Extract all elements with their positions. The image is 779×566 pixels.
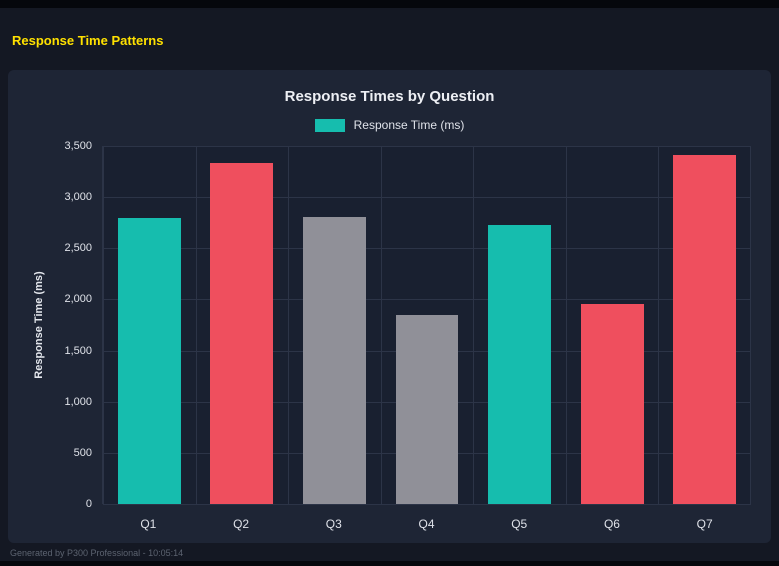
- bar-column: [196, 146, 289, 504]
- bar-q4[interactable]: [395, 314, 459, 504]
- bar-q6[interactable]: [580, 303, 644, 504]
- h-gridline: [103, 197, 751, 199]
- chart: Response Time (ms) 0 500 1,000 1,500 2,000 2,…: [28, 140, 751, 540]
- bar-column: [103, 146, 196, 504]
- v-gridline: [288, 146, 290, 504]
- bar-q7[interactable]: [673, 155, 737, 504]
- bar-q1[interactable]: [117, 217, 181, 504]
- x-tick-label: Q1: [140, 517, 157, 531]
- bar-column: [381, 146, 474, 504]
- x-tick-label: Q3: [325, 517, 342, 531]
- plot-area: [102, 146, 751, 505]
- h-gridline: [103, 146, 751, 147]
- y-tick-label: 3,500: [64, 140, 92, 152]
- v-gridline: [658, 146, 660, 504]
- page-title: Response Time Patterns: [12, 33, 164, 48]
- y-tick-label: 1,000: [64, 395, 92, 408]
- bar-q5[interactable]: [488, 224, 552, 504]
- x-tick-label: Q5: [511, 517, 528, 531]
- x-tick-label: Q4: [418, 517, 435, 531]
- legend-swatch: [314, 118, 345, 132]
- bar-column: [566, 146, 659, 504]
- v-gridline: [750, 146, 751, 504]
- y-tick-label: 0: [85, 498, 92, 510]
- v-gridline: [380, 146, 382, 504]
- x-tick-label: Q2: [233, 517, 250, 531]
- y-tick-label: 500: [73, 446, 92, 459]
- top-border-strip: [0, 0, 779, 8]
- x-axis-labels: Q1 Q2 Q3 Q4 Q5 Q6 Q7: [102, 504, 751, 540]
- h-gridline: [103, 299, 751, 301]
- y-axis-ticks: 0 500 1,000 1,500 2,000 2,500 3,000 3,500: [50, 140, 102, 510]
- h-gridline: [103, 248, 751, 250]
- v-gridline: [195, 146, 197, 504]
- x-tick-label: Q7: [696, 517, 713, 531]
- bar-column: [288, 146, 381, 504]
- bar-q3[interactable]: [302, 216, 366, 504]
- y-axis-title-cell: Response Time (ms): [28, 146, 50, 504]
- bottom-border-strip: [0, 561, 779, 566]
- bar-column: [658, 146, 751, 504]
- y-tick-label: 2,000: [64, 293, 92, 306]
- legend-label: Response Time (ms): [353, 118, 465, 132]
- y-tick-label: 2,500: [64, 242, 92, 255]
- y-tick-label: 1,500: [64, 344, 92, 357]
- chart-title: Response Times by Question: [284, 88, 495, 105]
- y-tick-label: 3,000: [64, 191, 92, 204]
- bar-column: [473, 146, 566, 504]
- chart-legend[interactable]: Response Time (ms): [28, 118, 751, 132]
- v-gridline: [473, 146, 475, 504]
- v-gridline: [103, 146, 104, 504]
- h-gridline: [103, 504, 751, 505]
- bar-q2[interactable]: [210, 163, 274, 504]
- x-tick-label: Q6: [603, 517, 620, 531]
- chart-panel: Response Times by Question Response Time…: [8, 70, 771, 543]
- y-axis-title: Response Time (ms): [33, 271, 45, 379]
- footer-text: Generated by P300 Professional - 10:05:1…: [10, 548, 184, 558]
- v-gridline: [565, 146, 567, 504]
